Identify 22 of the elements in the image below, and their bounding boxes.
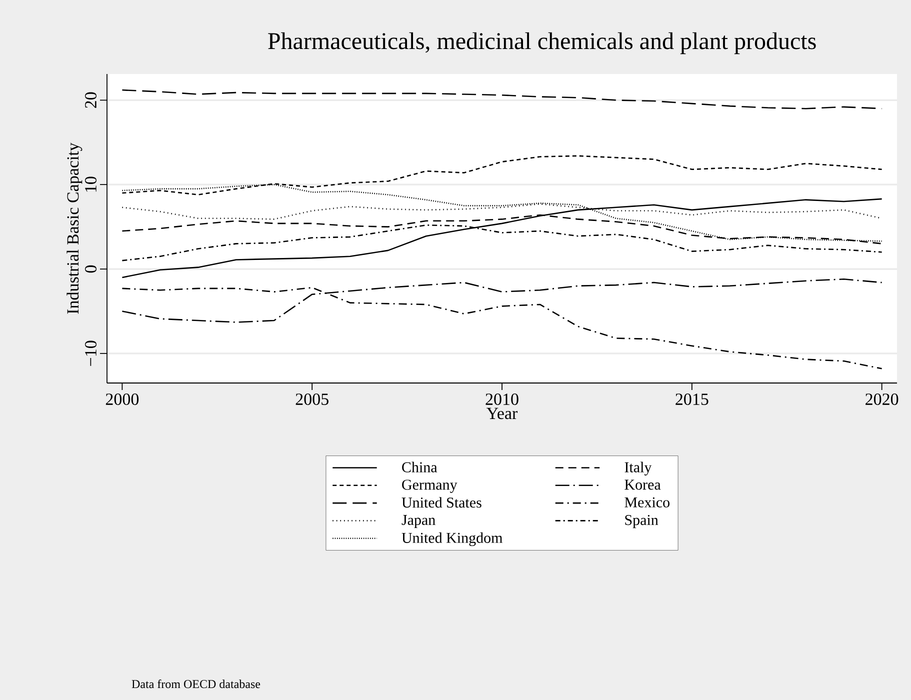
legend-label: United Kingdom: [402, 532, 502, 546]
legend-label: United States: [402, 497, 482, 508]
x-tick-label: 2005: [296, 394, 328, 405]
legend-label: Spain: [625, 514, 658, 528]
y-tick-label: 10: [85, 176, 96, 192]
x-tick-label: 2010: [486, 394, 518, 405]
legend-label: Korea: [624, 480, 661, 490]
y-tick-label: −10: [85, 340, 96, 366]
y-axis-title: Industrial Basic Capacity: [66, 142, 82, 314]
legend-label: Germany: [402, 480, 458, 493]
legend-label: Japan: [402, 515, 436, 528]
legend-label: Mexico: [624, 497, 670, 508]
x-tick-label: 2020: [866, 394, 898, 405]
x-axis-title: Year: [486, 408, 518, 420]
text: Data from OECD database: [132, 680, 260, 688]
x-tick-label: 2000: [106, 394, 139, 405]
y-tick-label: 20: [85, 92, 96, 108]
y-tick-label: 0: [85, 265, 96, 273]
x-tick-label: 2015: [676, 394, 708, 405]
legend-label: China: [402, 462, 438, 472]
chart-title: Pharmaceuticals, medicinal chemicals and plant products: [268, 32, 816, 54]
legend-label: Italy: [624, 462, 652, 476]
